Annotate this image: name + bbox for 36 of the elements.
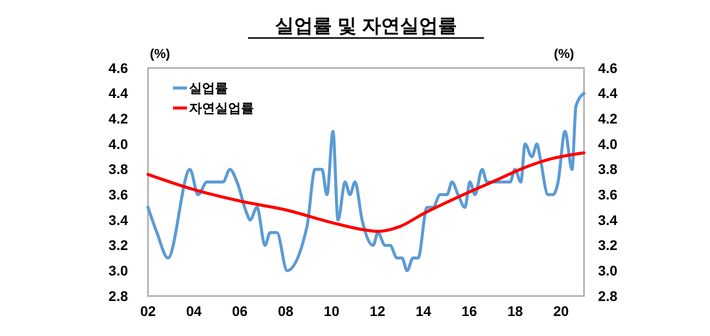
y2-tick-label: 4.0: [598, 136, 618, 152]
x-tick-label: 02: [140, 303, 156, 319]
x-tick-label: 08: [278, 303, 294, 319]
x-tick-label: 18: [507, 303, 524, 319]
legend-label: 자연실업률: [189, 100, 254, 116]
x-tick-label: 12: [370, 303, 386, 319]
legend-label: 실업률: [189, 80, 228, 96]
y-tick-label: 3.6: [108, 186, 128, 203]
x-tick-label: 16: [461, 303, 478, 319]
x-tick-label: 20: [553, 303, 570, 319]
y-tick-label: 4.4: [108, 85, 128, 102]
line-series: [146, 151, 586, 233]
x-tick-label: 06: [232, 303, 248, 319]
y2-tick-label: 3.2: [598, 237, 618, 254]
y-axis-title: (%): [150, 46, 170, 61]
y2-tick-label: 2.8: [598, 288, 618, 304]
x-tick-label: 04: [186, 303, 202, 319]
y-tick-label: 3.8: [108, 161, 128, 178]
y2-tick-label: 3.4: [598, 212, 618, 228]
y2-tick-label: 3.8: [598, 161, 618, 178]
x-tick-label: 10: [324, 303, 340, 319]
y2-tick-label: 4.2: [598, 110, 618, 127]
y-tick-label: 4.0: [108, 136, 128, 152]
y-tick-label: 3.0: [108, 262, 128, 279]
y2-axis-title: (%): [554, 46, 574, 61]
y-tick-label: 4.6: [108, 60, 128, 76]
y-tick-label: 3.4: [108, 212, 128, 228]
x-tick-label: 14: [416, 303, 432, 319]
y2-tick-label: 4.4: [598, 85, 618, 102]
y-tick-label: 3.2: [108, 237, 128, 254]
y-tick-label: 2.8: [108, 288, 128, 304]
chart-title: 실업률 및 자연실업률: [275, 16, 457, 37]
y2-tick-label: 4.6: [598, 60, 618, 76]
y2-tick-label: 3.0: [598, 262, 618, 279]
y2-tick-label: 3.6: [598, 186, 618, 203]
y-tick-label: 4.2: [108, 110, 128, 127]
